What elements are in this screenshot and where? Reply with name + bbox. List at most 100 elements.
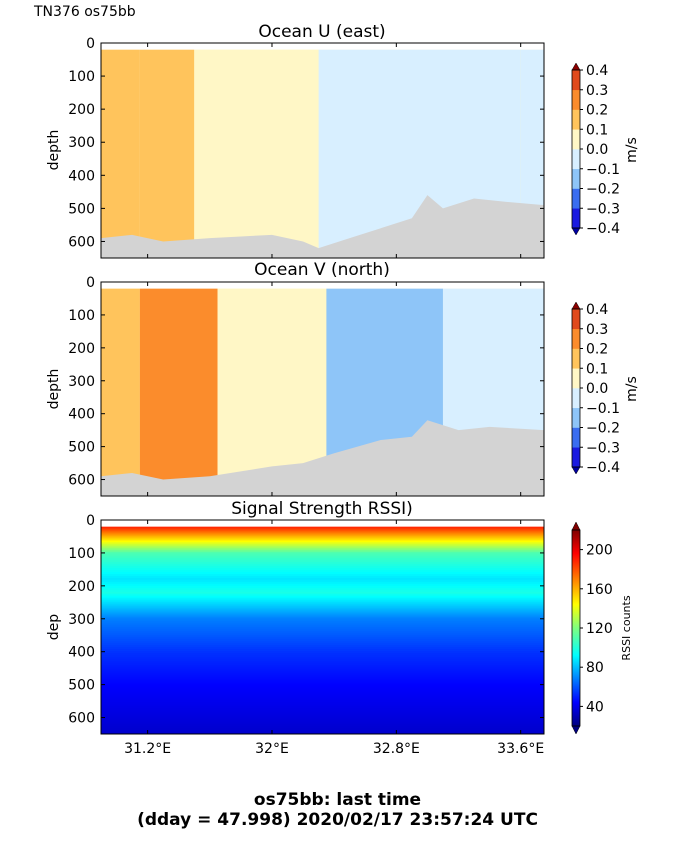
rssi-band [101,680,544,684]
rssi-band [101,532,544,536]
y-tick-label: 300 [68,612,95,628]
region-0 [101,49,140,258]
rssi-band [101,660,544,664]
rssi-band [101,538,544,542]
panel-rssi: Signal Strength RSSI) 0 100 200 300 400 500 60… [46,499,633,757]
y-axis-label: depth [46,130,62,171]
rssi-band [101,732,544,734]
rssi-band [101,570,544,573]
colorbar-segment [572,427,580,448]
rssi-band [101,662,544,666]
rssi-band [101,619,544,623]
rssi-band [101,581,544,585]
region-0 [101,288,140,496]
rssi-band [101,601,544,605]
colorbar-tick-label: 0.1 [586,361,608,377]
rssi-band [101,560,544,563]
colorbar-tick-label: 0.2 [586,342,608,358]
rssi-band [101,656,544,660]
rssi-band [101,647,544,650]
colorbar-tick-label: −0.2 [586,182,620,198]
rssi-band [101,631,544,634]
colorbar-tick-label: −0.3 [586,440,620,456]
rssi-band [101,629,544,632]
rssi-band [101,625,544,628]
region-2 [194,49,319,258]
rssi-band [101,572,544,575]
colorbar-tick-label: 0.4 [586,302,608,318]
rssi-band [101,700,544,703]
y-tick-label: 400 [68,407,95,423]
colorbar-tick-label: 0.0 [586,381,608,397]
rssi-band [101,544,544,547]
rssi-band [101,635,544,638]
rssi-band [101,678,544,682]
rssi-band [101,613,544,617]
rssi-band [101,724,544,727]
colorbar-extend-top [571,301,581,310]
seafloor-mask [101,195,544,258]
cruise-label: TN376 os75bb [34,4,136,20]
colorbar-segment [572,70,580,91]
y-tick-label: 300 [68,135,95,151]
rssi-band [101,684,544,688]
panel-title: Signal Strength RSSI) [231,499,413,519]
y-tick-label: 600 [68,473,95,489]
rssi-band [101,575,544,579]
colorbar-segment [572,208,580,229]
y-tick-label: 200 [68,341,95,357]
rssi-band [101,722,544,725]
panel-title: Ocean U (east) [258,22,385,42]
colorbar: 200 160 120 80 40 [571,521,613,735]
plot-frame [100,42,545,259]
rssi-band [101,730,544,733]
rssi-band [101,682,544,686]
rssi-band [101,668,544,672]
rssi-band [101,621,544,624]
rssi-band [101,554,544,557]
colorbar-tick-label: −0.3 [586,201,620,217]
rssi-band [101,564,544,567]
colorbar-segment [572,168,580,189]
colorbar-tick-label: 160 [586,582,613,598]
colorbar: 0.4 0.3 0.2 0.1 0.0 −0.1 −0.2 −0.3 −0.4 [571,301,620,476]
x-axis [147,43,522,258]
rssi-band [101,587,544,591]
colorbar-tick-label: 0.1 [586,122,608,138]
rssi-band [101,595,544,599]
y-tick-label: 0 [86,513,95,529]
rssi-band [101,720,544,723]
rssi-band [101,603,544,607]
rssi-band [101,688,544,692]
rssi-band [101,599,544,603]
rssi-band [101,726,544,729]
colorbar-segment [572,368,580,389]
rssi-band [101,548,544,551]
region-1 [139,288,218,496]
colorbar: 0.4 0.3 0.2 0.1 0.0 −0.1 −0.2 −0.3 −0.4 [571,62,620,237]
colorbar-extend-top [571,521,581,531]
x-tick-label: 32.8°E [373,741,420,757]
colorbar-tick-label: −0.1 [586,401,620,417]
colorbar-tick-label: −0.4 [586,221,620,237]
x-axis [147,282,522,496]
seafloor-mask [101,420,544,496]
colorbar-label: m/s [624,376,640,402]
y-tick-label: 500 [68,678,95,694]
plot-area [101,520,544,734]
y-tick-label: 0 [86,36,95,52]
rssi-band [101,617,544,621]
rssi-band [101,706,544,709]
rssi-band [101,583,544,587]
colorbar-tick-label: −0.2 [586,421,620,437]
x-tick-label: 33.6°E [497,741,544,757]
rssi-band [101,645,544,648]
colorbar-tick-label: 200 [586,543,613,559]
rssi-band [101,694,544,698]
rssi-band [101,611,544,615]
rssi-band [101,607,544,611]
y-tick-label: 100 [68,69,95,85]
rssi-band [101,609,544,613]
colorbar-extend-top [571,62,581,71]
